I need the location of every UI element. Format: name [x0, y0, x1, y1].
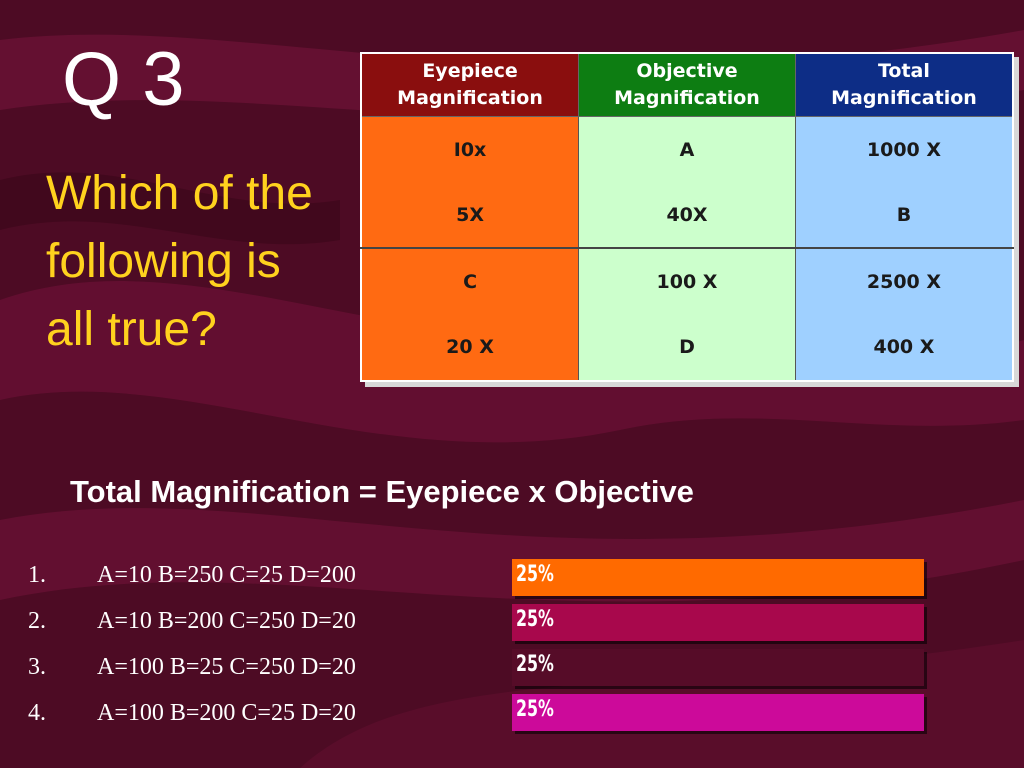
formula-text: Total Magnification = Eyepiece x Objecti… [70, 474, 694, 509]
response-percent: 25% [516, 607, 554, 632]
cell-total: 2500 X [794, 248, 1014, 315]
response-percent: 25% [516, 697, 554, 722]
header-objective: Objective Magnification [578, 52, 796, 117]
response-percent: 25% [516, 562, 554, 587]
question-text: Which of the following is all true? [46, 167, 313, 356]
cell-objective: D [578, 314, 796, 381]
response-bar: 25% [512, 604, 924, 641]
cell-objective: 40X [578, 182, 796, 250]
table-row: I0x A 1000 X [360, 116, 1014, 183]
cell-objective: A [578, 116, 796, 183]
response-bar: 25% [512, 694, 924, 731]
cell-total: B [794, 182, 1014, 250]
response-bar: 25% [512, 559, 924, 596]
slide-title: Q 3 [62, 37, 185, 122]
option-text[interactable]: A=100 B=25 C=250 D=20 [97, 654, 356, 680]
response-percent: 25% [516, 652, 554, 677]
table-row: 20 X D 400 X [360, 314, 1014, 381]
option-number: 4. [28, 700, 46, 726]
cell-eyepiece: 5X [360, 182, 580, 250]
option-text[interactable]: A=100 B=200 C=25 D=20 [97, 700, 356, 726]
table-row: 5X 40X B [360, 182, 1014, 250]
cell-eyepiece: I0x [360, 116, 580, 183]
magnification-table: Eyepiece Magnification Objective Magnifica… [360, 52, 1014, 382]
option-number: 2. [28, 608, 46, 634]
cell-eyepiece: C [360, 248, 580, 315]
cell-eyepiece: 20 X [360, 314, 580, 381]
header-eyepiece: Eyepiece Magnification [360, 52, 580, 117]
cell-total: 1000 X [794, 116, 1014, 183]
option-text[interactable]: A=10 B=200 C=250 D=20 [97, 608, 356, 634]
cell-total: 400 X [794, 314, 1014, 381]
cell-objective: 100 X [578, 248, 796, 315]
option-number: 3. [28, 654, 46, 680]
header-total: Total Magnification [794, 52, 1014, 117]
table-row: C 100 X 2500 X [360, 248, 1014, 315]
option-number: 1. [28, 562, 46, 588]
response-bar: 25% [512, 649, 924, 686]
option-text[interactable]: A=10 B=250 C=25 D=200 [97, 562, 356, 588]
table-header-row: Eyepiece Magnification Objective Magnifica… [360, 52, 1014, 117]
